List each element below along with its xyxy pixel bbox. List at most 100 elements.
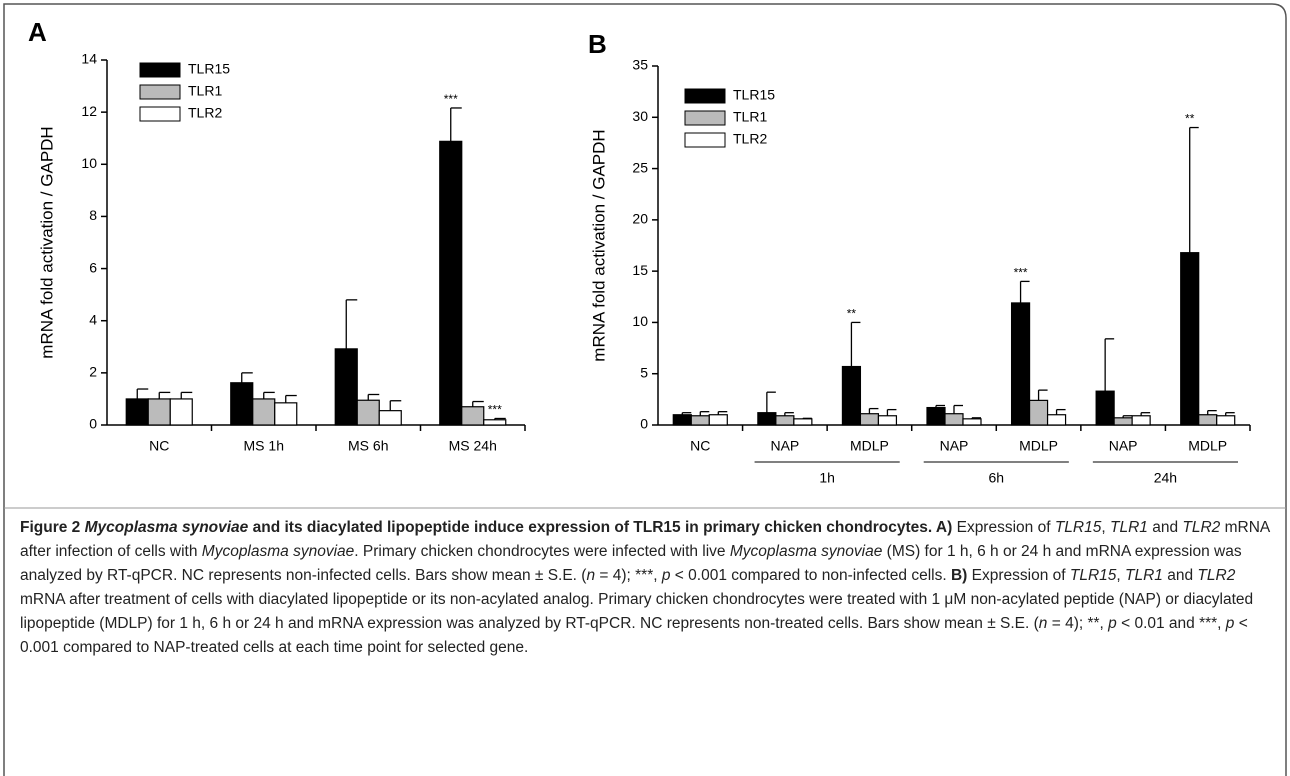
bar [793, 418, 813, 426]
caption-text: = 4); ***, [595, 567, 662, 584]
bar [169, 398, 193, 426]
bar [877, 415, 898, 426]
bar [1028, 399, 1049, 426]
caption-text: Expression of [952, 519, 1055, 536]
caption-text: = 4); **, [1047, 615, 1109, 632]
caption-text: and [1162, 567, 1198, 584]
legend-label: TLR1 [188, 83, 222, 99]
caption-text: < 0.01 and ***, [1116, 615, 1226, 632]
group-label: 6h [988, 470, 1004, 486]
caption-text: p [1225, 615, 1235, 632]
bar [1216, 415, 1236, 426]
bar [757, 412, 777, 426]
caption-text: Mycoplasma synoviae [729, 543, 883, 560]
caption-text: , [1101, 519, 1110, 536]
bar [944, 413, 964, 426]
bar [1180, 252, 1200, 426]
y-tick-label: 10 [81, 155, 97, 171]
x-tick-label: MS 6h [348, 438, 388, 454]
bar [672, 414, 692, 426]
panel-label: A [28, 17, 47, 47]
bar [926, 406, 946, 426]
y-tick-label: 30 [632, 108, 648, 124]
caption-text: mRNA after infection of cells with [20, 519, 1270, 560]
x-tick-label: MDLP [850, 438, 889, 454]
figure-caption: Figure 2 Mycoplasma synoviae and its dia… [20, 516, 1275, 660]
bar [1046, 414, 1067, 426]
y-tick-label: 5 [640, 364, 648, 380]
caption-text: TLR15 [1054, 519, 1102, 536]
bar [356, 399, 380, 426]
legend-label: TLR2 [188, 105, 222, 121]
caption-text: . Primary chicken chondrocytes were infe… [354, 543, 730, 560]
x-tick-label: MDLP [1188, 438, 1227, 454]
legend-swatch [684, 110, 726, 126]
x-tick-label: MS 24h [449, 438, 497, 454]
legend-swatch [684, 132, 726, 148]
y-tick-label: 0 [640, 416, 648, 432]
bar [439, 140, 463, 426]
legend-label: TLR15 [733, 87, 775, 103]
caption-text: Mycoplasma synoviae [201, 543, 355, 560]
caption-text: and its diacylated lipopeptide induce ex… [248, 519, 953, 536]
y-tick-label: 35 [632, 57, 648, 73]
caption-text: Mycoplasma synoviae [84, 519, 249, 536]
caption-text: TLR2 [1182, 519, 1221, 536]
bar [859, 413, 880, 426]
significance-label: ** [1185, 112, 1195, 126]
caption-text: p [1108, 615, 1117, 632]
caption-text: p [661, 567, 671, 584]
y-tick-label: 14 [81, 51, 97, 67]
bar [962, 418, 982, 426]
x-tick-label: NC [690, 438, 710, 454]
caption-text: n [1038, 615, 1048, 632]
bar [775, 415, 795, 426]
caption-text: and [1147, 519, 1183, 536]
bar [1198, 414, 1218, 426]
caption-text: mRNA after treatment of cells with diacy… [20, 591, 1254, 632]
group-label: 24h [1154, 470, 1177, 486]
x-tick-label: MDLP [1019, 438, 1058, 454]
caption-text: TLR1 [1125, 567, 1163, 584]
y-tick-label: 12 [81, 103, 97, 119]
bar [461, 406, 485, 426]
bar [1010, 302, 1031, 426]
bar [1113, 417, 1133, 426]
bar [708, 414, 728, 426]
caption-text: < 0.001 compared to non-infected cells. [670, 567, 951, 584]
x-tick-label: NAP [770, 438, 799, 454]
bar [125, 398, 149, 426]
bar [252, 398, 276, 426]
caption-text: Expression of [967, 567, 1070, 584]
x-tick-label: MS 1h [244, 438, 284, 454]
y-tick-label: 2 [89, 364, 97, 380]
y-axis-label: mRNA fold activation / GAPDH [589, 129, 608, 361]
significance-label: ** [847, 307, 857, 321]
legend-label: TLR2 [733, 131, 767, 147]
bar [1095, 390, 1115, 426]
y-tick-label: 25 [632, 159, 648, 175]
y-tick-label: 15 [632, 262, 648, 278]
bar [334, 348, 358, 426]
bar [690, 415, 710, 426]
significance-label: *** [444, 92, 458, 106]
legend-swatch [684, 88, 726, 104]
legend-label: TLR1 [733, 109, 767, 125]
x-tick-label: NAP [1109, 438, 1138, 454]
y-tick-label: 8 [89, 207, 97, 223]
y-tick-label: 10 [632, 313, 648, 329]
x-tick-label: NAP [940, 438, 969, 454]
caption-text: , [1116, 567, 1126, 584]
bar [841, 365, 862, 426]
bar [230, 382, 254, 426]
significance-label: *** [1014, 266, 1028, 280]
x-tick-label: NC [149, 438, 169, 454]
caption-text: (MS) for 1 h, 6 h or 24 h and mRNA expre… [20, 543, 1242, 584]
bar [378, 410, 402, 426]
panel-label: B [588, 29, 607, 59]
caption-text: Figure 2 [20, 519, 85, 536]
caption-text: B) [950, 567, 968, 584]
legend-swatch [139, 62, 181, 78]
